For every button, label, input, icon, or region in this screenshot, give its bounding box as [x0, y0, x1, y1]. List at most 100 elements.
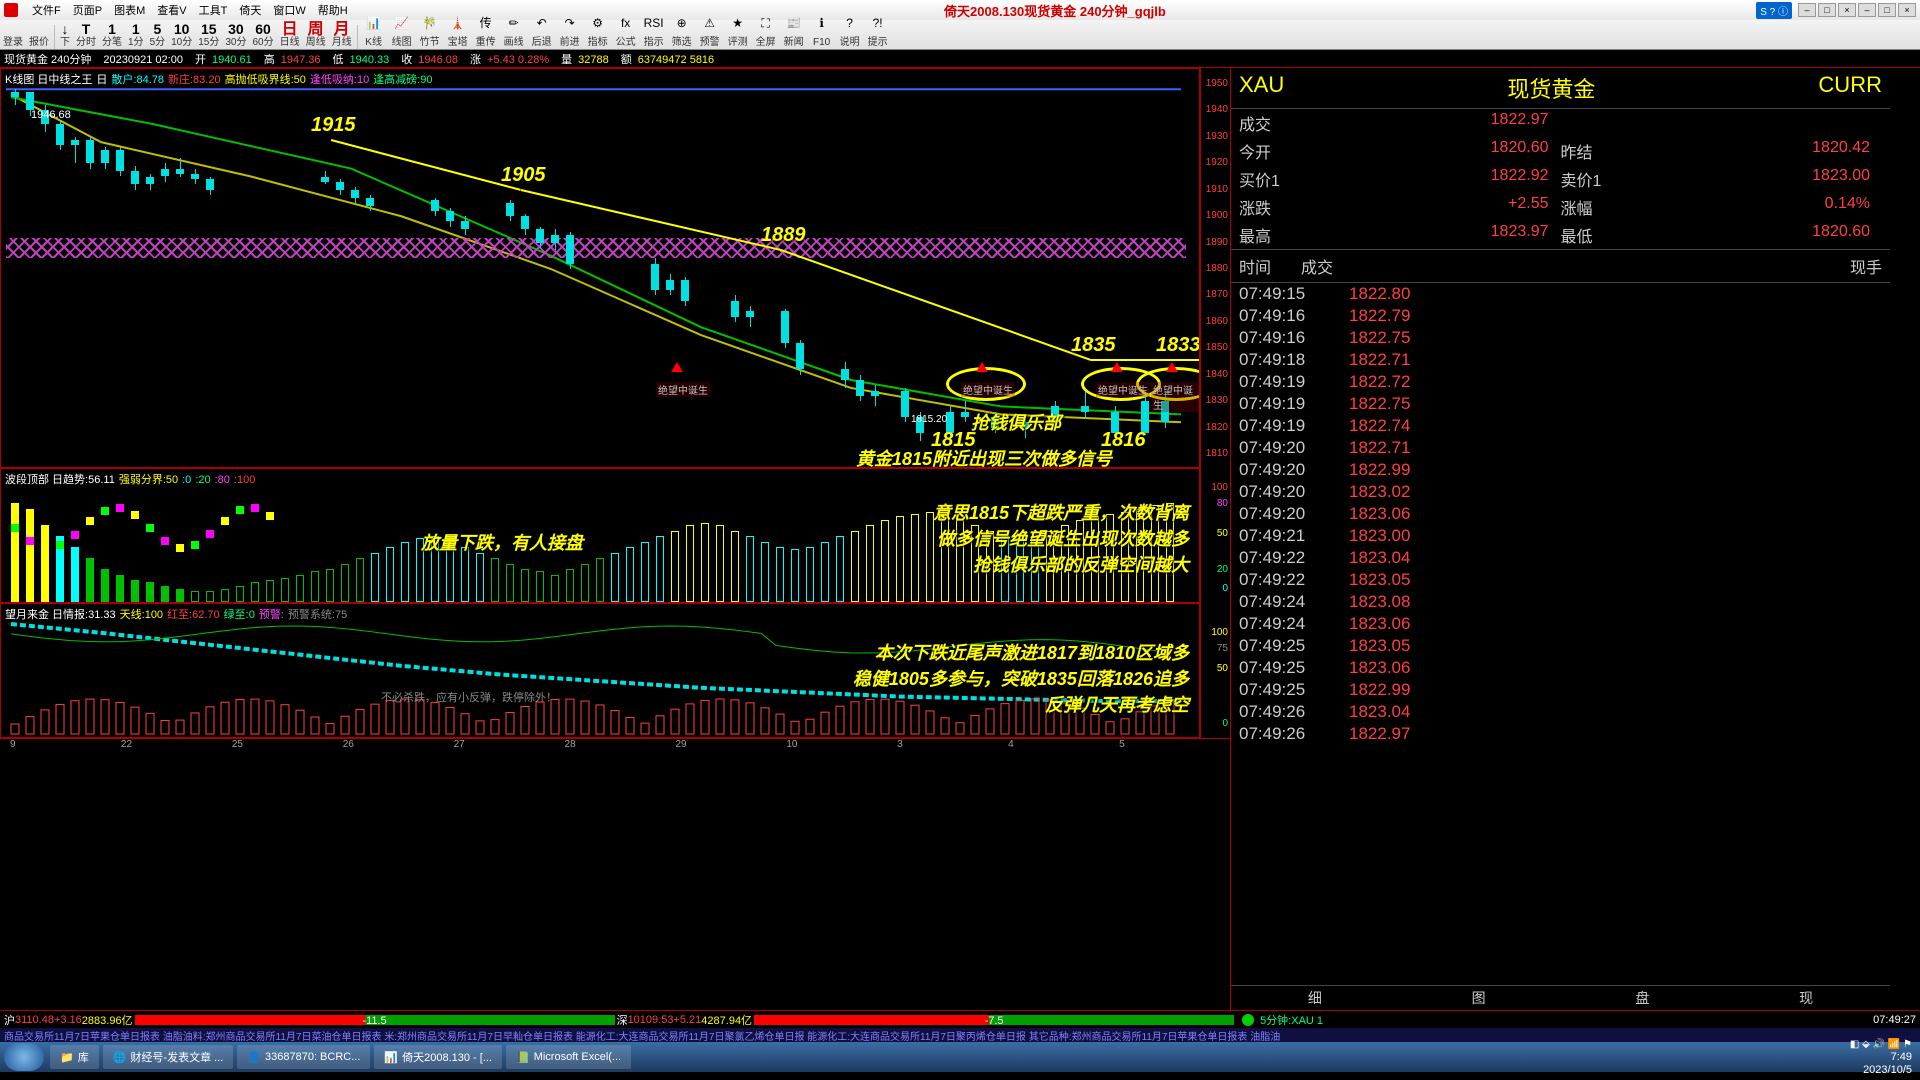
taskbar-task[interactable]: 👤33687870: BCRC...	[237, 1045, 370, 1069]
period-button[interactable]: T分时	[73, 23, 99, 49]
rp-bottom-tab[interactable]: 图	[1472, 988, 1486, 1008]
menu-item[interactable]: 窗口W	[267, 2, 311, 18]
menu-item[interactable]: 图表M	[108, 2, 151, 18]
hu-bar: -11.5	[135, 1015, 615, 1025]
period-button[interactable]: 3030分	[222, 23, 249, 49]
menu-item[interactable]: 文件F	[26, 2, 67, 18]
window-button[interactable]: □	[1818, 3, 1836, 17]
tick-row: 07:49:161822.75	[1231, 327, 1890, 349]
shen-chg: +5.21	[673, 1014, 701, 1026]
start-button[interactable]	[4, 1043, 44, 1071]
tool-button[interactable]: 🗼宝塔	[444, 14, 472, 49]
tick-row: 07:49:221823.05	[1231, 569, 1890, 591]
tool-button[interactable]: ↶后退	[528, 14, 556, 49]
hu-vol: 2883.96亿	[82, 1012, 133, 1028]
tool-button[interactable]: 📈线图	[388, 14, 416, 49]
tray-date: 2023/10/5	[1850, 1064, 1912, 1077]
hu-label: 沪	[4, 1012, 15, 1028]
shen-vol: 4287.94亿	[701, 1012, 752, 1028]
tool-button[interactable]: 📰新闻	[780, 14, 808, 49]
tool-button[interactable]: RSI指示	[640, 14, 668, 49]
shen-bar: -7.5	[754, 1015, 1234, 1025]
taskbar-task[interactable]: 🌐财经号-发表文章 ...	[103, 1045, 234, 1069]
sub1-yaxis: 100 80 50 20 0	[1200, 468, 1230, 603]
tick-row: 07:49:191822.75	[1231, 393, 1890, 415]
tool-button[interactable]: 传重传	[472, 14, 500, 49]
system-tray[interactable]: ◧ ⬙ 🔊 📶 ⚑ 7:49 2023/10/5	[1842, 1038, 1920, 1077]
period-button[interactable]: 日日线	[277, 23, 303, 49]
tick-row: 07:49:161822.79	[1231, 305, 1890, 327]
tool-button[interactable]: 📊K线	[360, 14, 388, 49]
period-button[interactable]: 月月线	[329, 23, 355, 49]
period-button[interactable]: 11分	[125, 23, 147, 49]
tick-row: 07:49:241823.08	[1231, 591, 1890, 613]
tick-row: 07:49:211823.00	[1231, 525, 1890, 547]
taskbar-task[interactable]: 📊倚天2008.130 - [...	[374, 1045, 502, 1069]
toolbar-tools: 📊K线📈线图🎋竹节🗼宝塔传重传✏画线↶后退↷前进⚙指标fx公式RSI指示⊕筛选⚠…	[360, 14, 892, 49]
tick-row: 07:49:201823.02	[1231, 481, 1890, 503]
menu-item[interactable]: 工具T	[193, 2, 234, 18]
period-button[interactable]: 周周线	[303, 23, 329, 49]
right-panel: XAU 现货黄金 CURR 成交1822.97今开1820.60昨结1820.4…	[1230, 68, 1890, 1010]
tool-button[interactable]: ↷前进	[556, 14, 584, 49]
tray-time: 7:49	[1850, 1051, 1912, 1064]
tick-row: 07:49:201822.99	[1231, 459, 1890, 481]
window-button[interactable]: ‒	[1798, 3, 1816, 17]
period-button[interactable]: 1分笔	[99, 23, 125, 49]
tool-button[interactable]: 🎋竹节	[416, 14, 444, 49]
tick-row: 07:49:261822.97	[1231, 723, 1890, 745]
tick-row: 07:49:191822.74	[1231, 415, 1890, 437]
status-tf: 5分钟:XAU 1	[1260, 1012, 1323, 1028]
taskbar: 📁库🌐财经号-发表文章 ...👤33687870: BCRC...📊倚天2008…	[0, 1042, 1920, 1072]
sub2-chart[interactable]: 望月来金 日情报:31.33天线:100红至:62.70绿至:0预警:预警系统:…	[0, 603, 1200, 738]
rp-bottom-tab[interactable]: 细	[1308, 988, 1322, 1008]
rp-bottom-tab[interactable]: 现	[1799, 988, 1813, 1008]
menu-item[interactable]: 倚天	[233, 2, 267, 18]
toolbar-text[interactable]: 登录	[0, 36, 26, 49]
tool-button[interactable]: fx公式	[612, 14, 640, 49]
infobar-fields: 20230921 02:00开1940.61高1947.36低1940.33收1…	[97, 51, 726, 67]
period-button[interactable]: 55分	[147, 23, 169, 49]
tool-button[interactable]: ?!提示	[864, 14, 892, 49]
period-button[interactable]: 1515分	[195, 23, 222, 49]
charts-column: K线图 日中线之王日散户:84.78新庄:83.20高抛低吸界线:50逢低吸纳:…	[0, 68, 1230, 1010]
period-button[interactable]: 6060分	[250, 23, 277, 49]
window-button[interactable]: □	[1878, 3, 1896, 17]
window-buttons: ‒□×‒□×	[1798, 3, 1916, 17]
tool-button[interactable]: ⚠预警	[696, 14, 724, 49]
taskbar-task[interactable]: 📁库	[50, 1045, 99, 1069]
window-button[interactable]: ×	[1898, 3, 1916, 17]
rp-bottom-tabs: 细图盘现	[1231, 985, 1890, 1010]
menu-item[interactable]: 页面P	[67, 2, 108, 18]
rp-tabs: 时间 成交 现手	[1231, 249, 1890, 283]
tool-button[interactable]: ⊕筛选	[668, 14, 696, 49]
tool-button[interactable]: ✏画线	[500, 14, 528, 49]
tool-button[interactable]: ⚙指标	[584, 14, 612, 49]
menu-item[interactable]: 帮助H	[312, 2, 354, 18]
symbol-label: 现货黄金 240分钟	[4, 51, 91, 67]
rp-tab-deal[interactable]: 成交	[1301, 254, 1333, 278]
taskbar-task[interactable]: 📗Microsoft Excel(...	[506, 1045, 631, 1069]
main-chart[interactable]: K线图 日中线之王日散户:84.78新庄:83.20高抛低吸界线:50逢低吸纳:…	[0, 68, 1200, 468]
tool-button[interactable]: ?说明	[836, 14, 864, 49]
tray-icons[interactable]: ◧ ⬙ 🔊 📶 ⚑	[1850, 1038, 1912, 1051]
tool-button[interactable]: ★评测	[724, 14, 752, 49]
rp-symbol: XAU	[1239, 72, 1284, 104]
rp-bottom-tab[interactable]: 盘	[1635, 988, 1649, 1008]
help-button[interactable]: S ? ⓘ	[1756, 2, 1792, 19]
tick-row: 07:49:251823.06	[1231, 657, 1890, 679]
infobar: 现货黄金 240分钟 20230921 02:00开1940.61高1947.3…	[0, 50, 1920, 68]
toolbar-text[interactable]: 报价	[26, 36, 52, 49]
tool-button[interactable]: ℹF10	[808, 14, 836, 49]
rp-tab-vol[interactable]: 现手	[1850, 254, 1882, 278]
tick-row: 07:49:241823.06	[1231, 613, 1890, 635]
window-button[interactable]: ×	[1838, 3, 1856, 17]
rp-tab-time[interactable]: 时间	[1239, 254, 1271, 278]
tool-button[interactable]: ⛶全屏	[752, 14, 780, 49]
app-logo-icon	[4, 3, 18, 17]
menu-item[interactable]: 查看V	[151, 2, 192, 18]
window-button[interactable]: ‒	[1858, 3, 1876, 17]
period-button[interactable]: ↓下	[57, 23, 73, 49]
period-button[interactable]: 1010分	[168, 23, 195, 49]
sub1-chart[interactable]: 波段顶部 日趋势:56.11强弱分界:50:0:20:80:100 放量下跌，有…	[0, 468, 1200, 603]
